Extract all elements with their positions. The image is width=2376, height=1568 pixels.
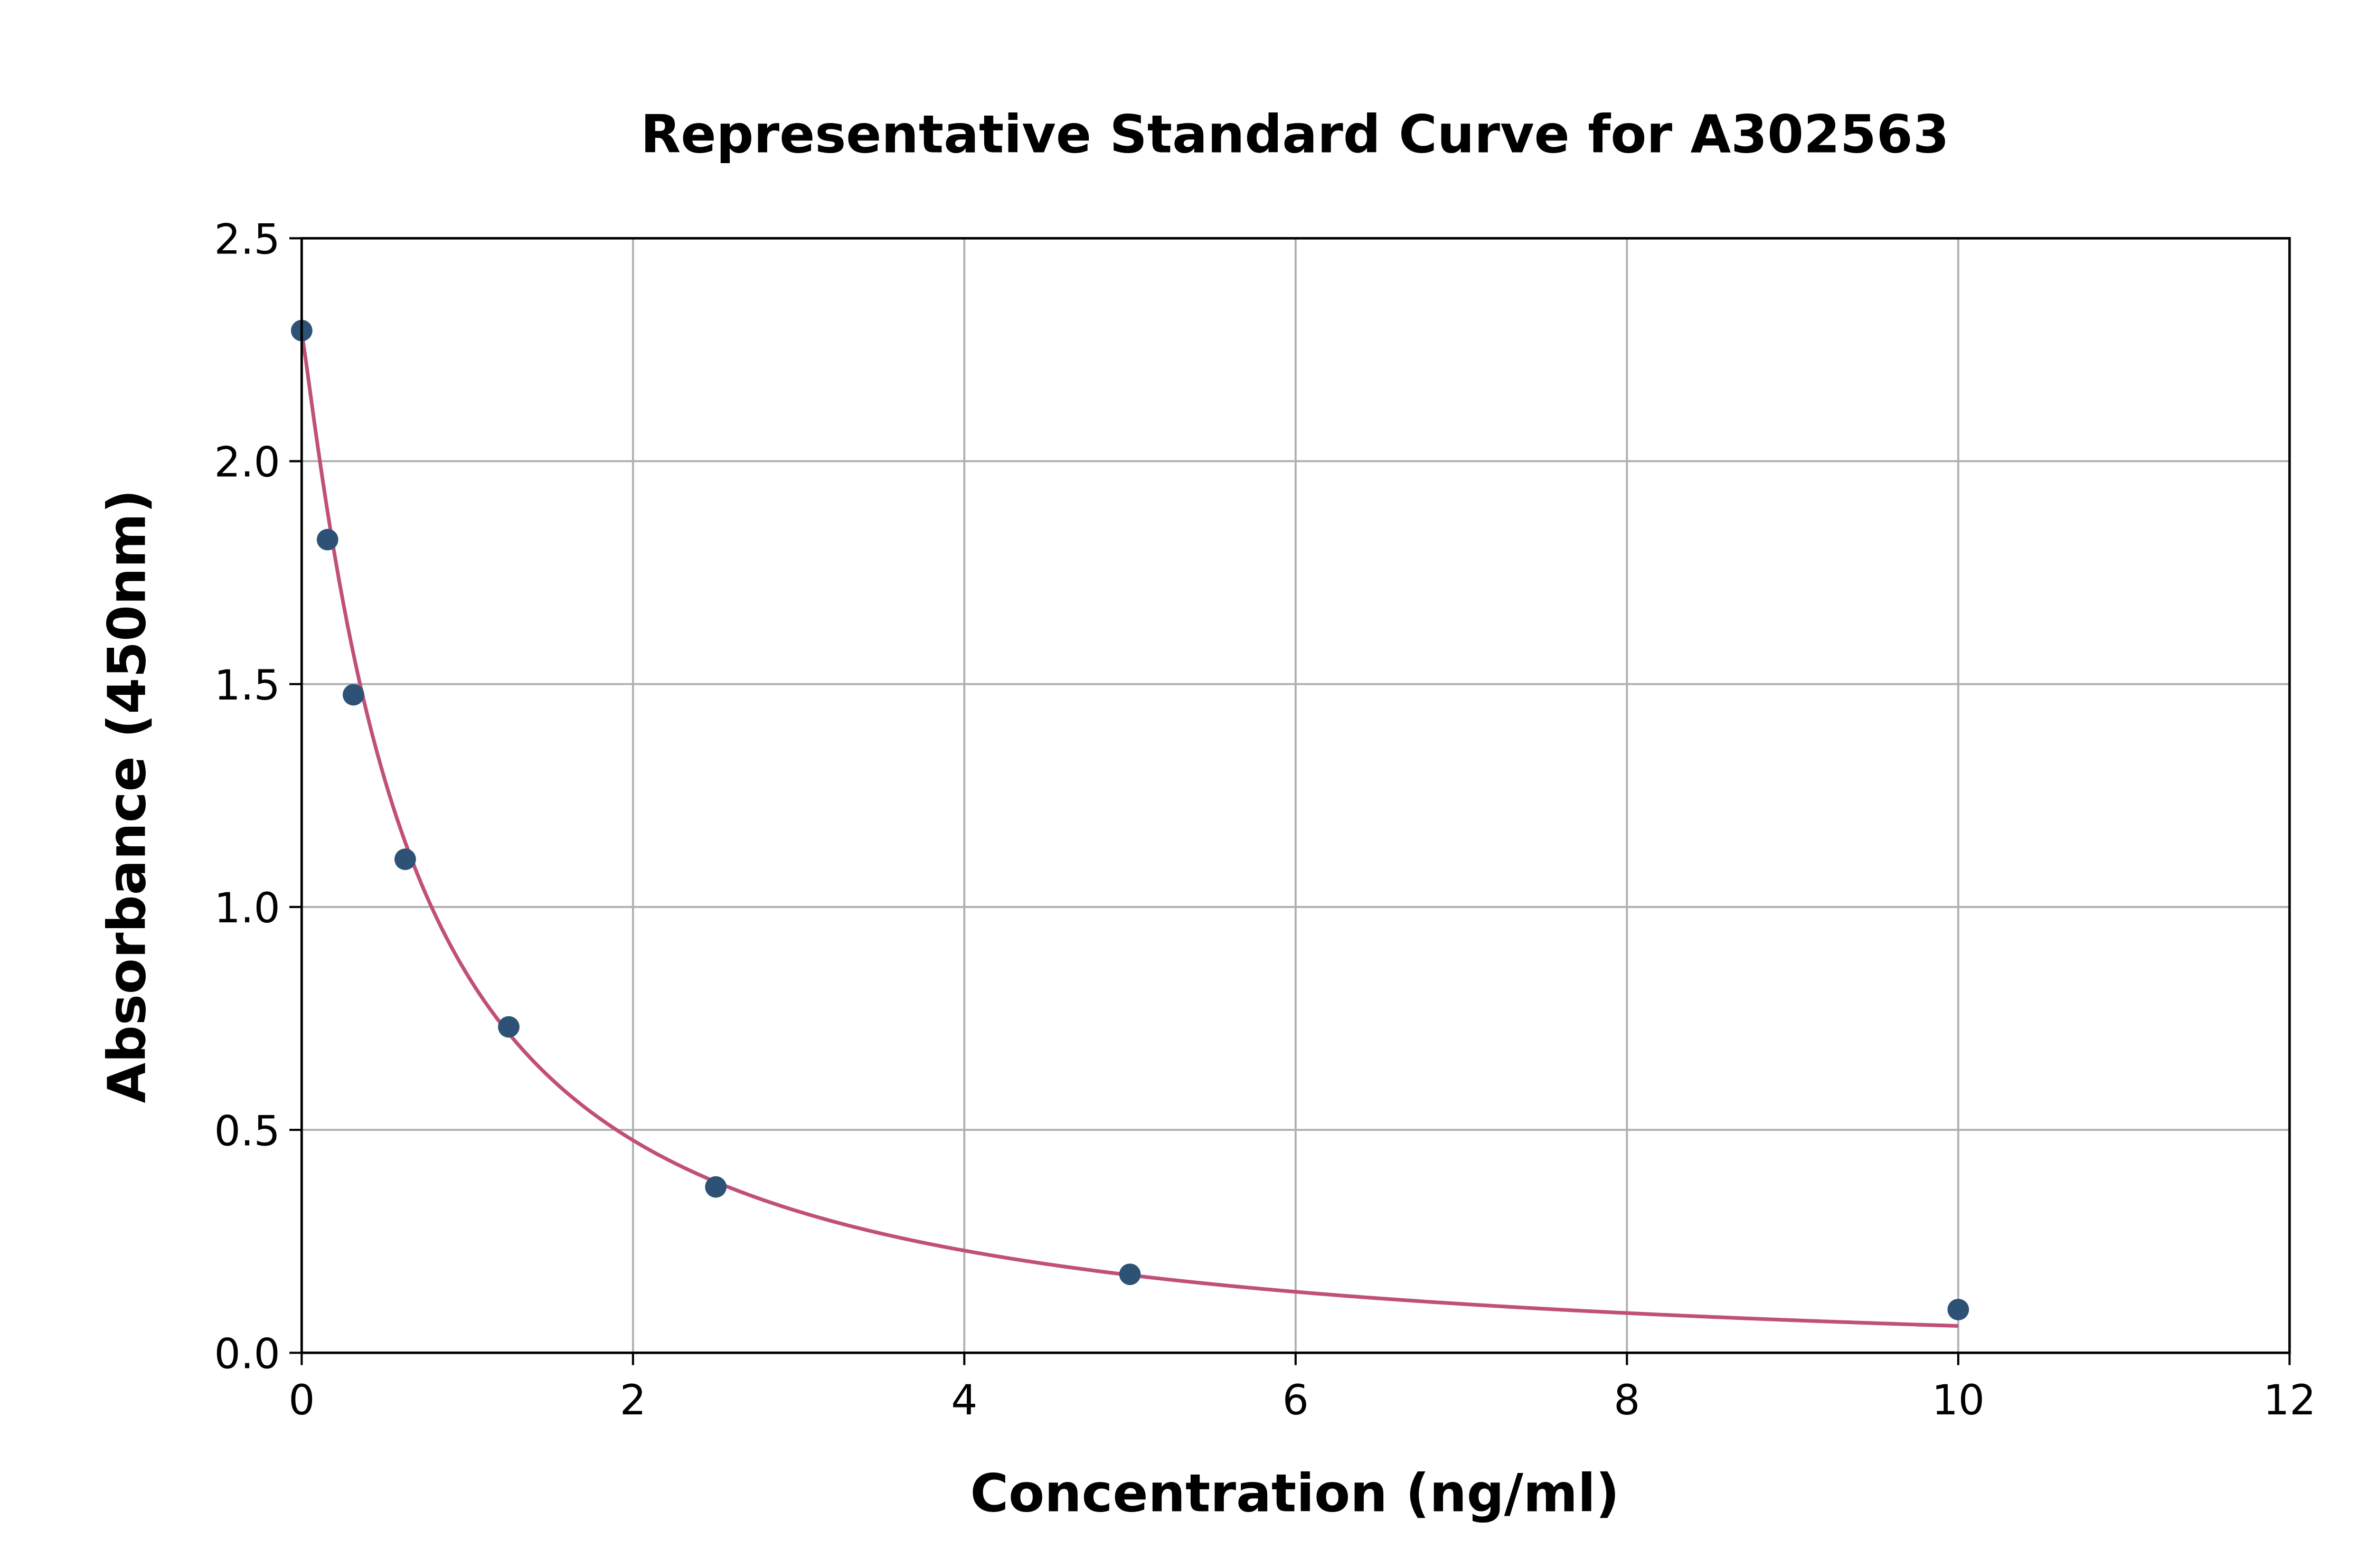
x-axis-label: Concentration (ng/ml) bbox=[970, 1463, 1620, 1524]
y-tick-label: 0.0 bbox=[214, 1329, 280, 1378]
y-tick-label: 2.0 bbox=[214, 438, 280, 487]
x-tick-label: 0 bbox=[288, 1376, 315, 1424]
data-point bbox=[343, 684, 364, 706]
data-point bbox=[1947, 1299, 1969, 1320]
fit-curve bbox=[299, 332, 1958, 1328]
grid bbox=[300, 237, 2291, 1354]
data-point bbox=[498, 1016, 520, 1038]
chart-title: Representative Standard Curve for A30256… bbox=[640, 104, 1949, 165]
x-tick-label: 8 bbox=[1614, 1376, 1640, 1424]
y-axis-label: Absorbance (450nm) bbox=[97, 489, 157, 1103]
y-tick-label: 2.5 bbox=[214, 215, 280, 263]
y-tick-label: 1.0 bbox=[214, 884, 280, 932]
x-tick-label: 10 bbox=[1932, 1376, 1985, 1424]
x-tick-label: 4 bbox=[951, 1376, 977, 1424]
data-points bbox=[290, 319, 1969, 1320]
x-axis-ticks: 0 2 4 6 8 10 12 bbox=[288, 1353, 2316, 1424]
fit-curve-group bbox=[299, 332, 1958, 1328]
x-tick-label: 12 bbox=[2263, 1376, 2316, 1424]
x-tick-label: 2 bbox=[620, 1376, 646, 1424]
x-tick-label: 6 bbox=[1283, 1376, 1309, 1424]
data-point bbox=[1119, 1263, 1141, 1286]
y-tick-label: 0.5 bbox=[214, 1107, 280, 1155]
data-point bbox=[705, 1176, 727, 1198]
y-axis-ticks: 0.0 0.5 1.0 1.5 2.0 2.5 bbox=[214, 215, 302, 1378]
data-point bbox=[316, 528, 338, 551]
y-tick-label: 1.5 bbox=[214, 661, 280, 710]
data-point bbox=[394, 848, 416, 870]
